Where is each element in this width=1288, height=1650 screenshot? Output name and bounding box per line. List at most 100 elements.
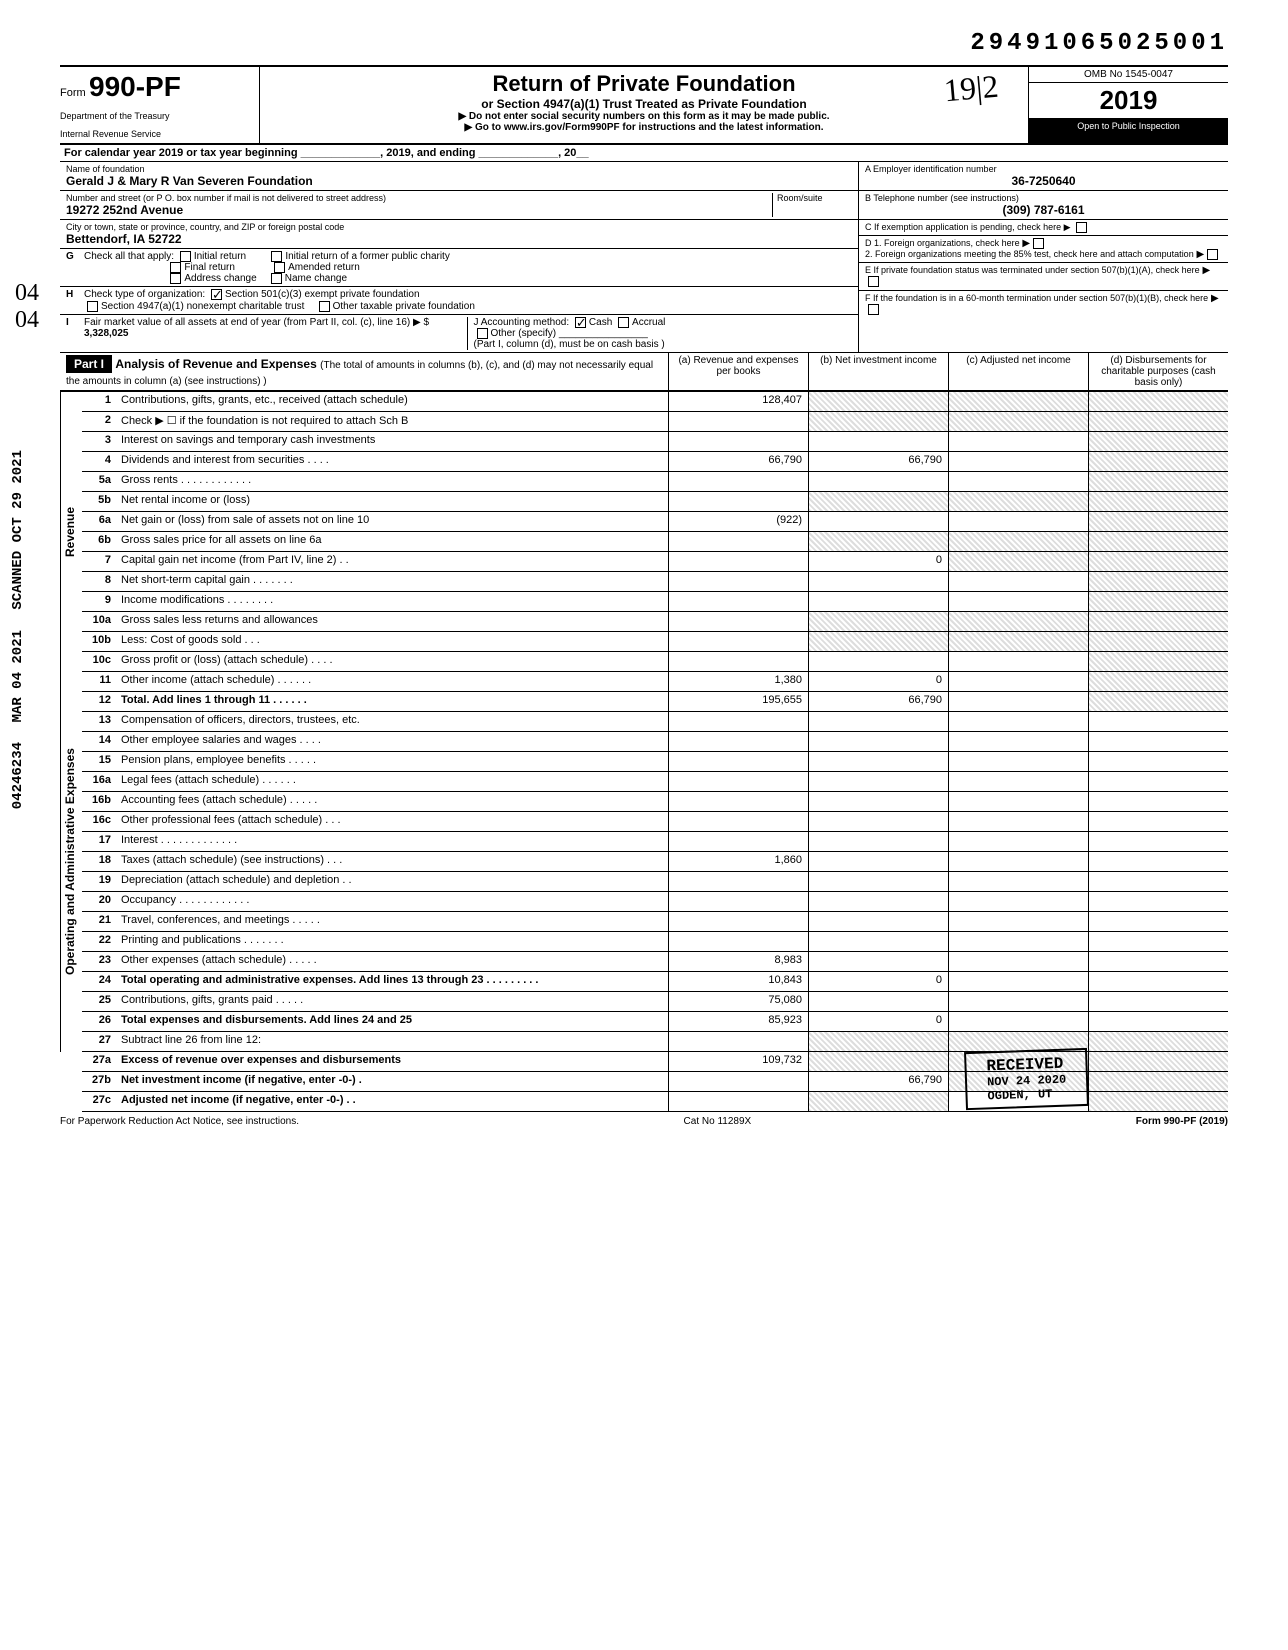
line-24: 24 Total operating and administrative ex… [82,972,1228,992]
line-description: Accounting fees (attach schedule) . . . … [117,792,668,811]
amount-col-b [808,472,948,491]
4947-label: Section 4947(a)(1) nonexempt charitable … [101,301,304,312]
amount-col-c [948,792,1088,811]
year-suffix: 19 [1129,85,1158,115]
city-state-zip: Bettendorf, IA 52722 [66,232,852,246]
amount-col-a [668,552,808,571]
line-17: 17 Interest . . . . . . . . . . . . . [82,832,1228,852]
line-number: 25 [82,992,117,1011]
amount-col-c [948,632,1088,651]
other-method-label: Other (specify) [491,328,557,339]
ein-label: A Employer identification number [865,164,1222,174]
amount-col-d [1088,432,1228,451]
amount-col-b [808,532,948,551]
amount-col-c [948,852,1088,871]
amount-col-c [948,972,1088,991]
checkbox-accrual[interactable] [618,317,629,328]
line-description: Other expenses (attach schedule) . . . .… [117,952,668,971]
amount-col-c [948,432,1088,451]
line-12: 12 Total. Add lines 1 through 11 . . . .… [82,692,1228,712]
line-number: 16b [82,792,117,811]
amount-col-d [1088,772,1228,791]
catalog-number: Cat No 11289X [684,1116,752,1127]
checkbox-501c3[interactable] [211,289,222,300]
amount-col-b [808,772,948,791]
amount-col-c [948,612,1088,631]
amount-col-b: 66,790 [808,452,948,471]
tax-year: 2019 [1029,83,1228,119]
col-d-header: (d) Disbursements for charitable purpose… [1088,353,1228,390]
amount-col-a [668,492,808,511]
amount-col-d [1088,872,1228,891]
amount-col-a: 10,843 [668,972,808,991]
cash-label: Cash [589,317,612,328]
amount-col-b [808,632,948,651]
amount-col-c [948,512,1088,531]
line-number: 20 [82,892,117,911]
amount-col-c [948,952,1088,971]
amount-col-a [668,632,808,651]
amount-col-b [808,832,948,851]
dept-treasury: Department of the Treasury [60,111,251,121]
checkbox-name-change[interactable] [271,273,282,284]
amount-col-c [948,1012,1088,1031]
line-description: Interest on savings and temporary cash i… [117,432,668,451]
header-right: OMB No 1545-0047 2019 Open to Public Ins… [1028,67,1228,143]
amount-col-c [948,452,1088,471]
form-prefix: Form [60,87,86,99]
line-number: 5b [82,492,117,511]
addr-change-label: Address change [184,273,256,284]
room-label: Room/suite [777,193,852,203]
checkbox-cash[interactable] [575,317,586,328]
amount-col-a: 1,380 [668,672,808,691]
amount-col-a [668,1092,808,1111]
line-8: 8 Net short-term capital gain . . . . . … [82,572,1228,592]
checkbox-initial-former[interactable] [271,251,282,262]
line-6a: 6a Net gain or (loss) from sale of asset… [82,512,1228,532]
checkbox-85test[interactable] [1207,249,1218,260]
checkbox-final[interactable] [170,262,181,273]
line-description: Less: Cost of goods sold . . . [117,632,668,651]
line-13: 13 Compensation of officers, directors, … [82,712,1228,732]
amount-col-a [668,812,808,831]
amount-col-a [668,612,808,631]
foreign-d2: 2. Foreign organizations meeting the 85%… [865,249,1194,259]
checkbox-other-method[interactable] [477,328,488,339]
form-header: Form 990-PF Department of the Treasury I… [60,65,1228,145]
amount-col-b [808,592,948,611]
line-5a: 5a Gross rents . . . . . . . . . . . . [82,472,1228,492]
checkbox-foreign[interactable] [1033,238,1044,249]
checkbox-4947[interactable] [87,301,98,312]
checkbox-60month[interactable] [868,304,879,315]
amount-col-a [668,712,808,731]
checkbox-addr-change[interactable] [170,273,181,284]
checkbox-terminated[interactable] [868,276,879,287]
checkbox-other-taxable[interactable] [319,301,330,312]
line-description: Pension plans, employee benefits . . . .… [117,752,668,771]
accrual-label: Accrual [632,317,665,328]
handwritten-note: 0404 [15,280,39,334]
filenum-stamp: 04246234 [10,742,26,809]
line-18: 18 Taxes (attach schedule) (see instruct… [82,852,1228,872]
calendar-year-row: For calendar year 2019 or tax year begin… [60,145,1228,162]
page-footer: For Paperwork Reduction Act Notice, see … [60,1112,1228,1127]
amount-col-d [1088,1032,1228,1051]
phone-value: (309) 787-6161 [865,203,1222,217]
amount-col-a: 1,860 [668,852,808,871]
amount-col-d [1088,832,1228,851]
checkbox-initial[interactable] [180,251,191,262]
line-description: Gross profit or (loss) (attach schedule)… [117,652,668,671]
amount-col-a: 128,407 [668,392,808,411]
line-14: 14 Other employee salaries and wages . .… [82,732,1228,752]
amount-col-d [1088,932,1228,951]
form-identifier: Form 990-PF Department of the Treasury I… [60,67,260,143]
amount-col-d [1088,992,1228,1011]
501c3-label: Section 501(c)(3) exempt private foundat… [225,290,420,301]
line-description: Adjusted net income (if negative, enter … [117,1092,668,1111]
amount-col-d [1088,672,1228,691]
checkbox-exemption[interactable] [1076,222,1087,233]
amount-col-a [668,412,808,431]
line-description: Income modifications . . . . . . . . [117,592,668,611]
amount-col-a: 195,655 [668,692,808,711]
checkbox-amended[interactable] [274,262,285,273]
